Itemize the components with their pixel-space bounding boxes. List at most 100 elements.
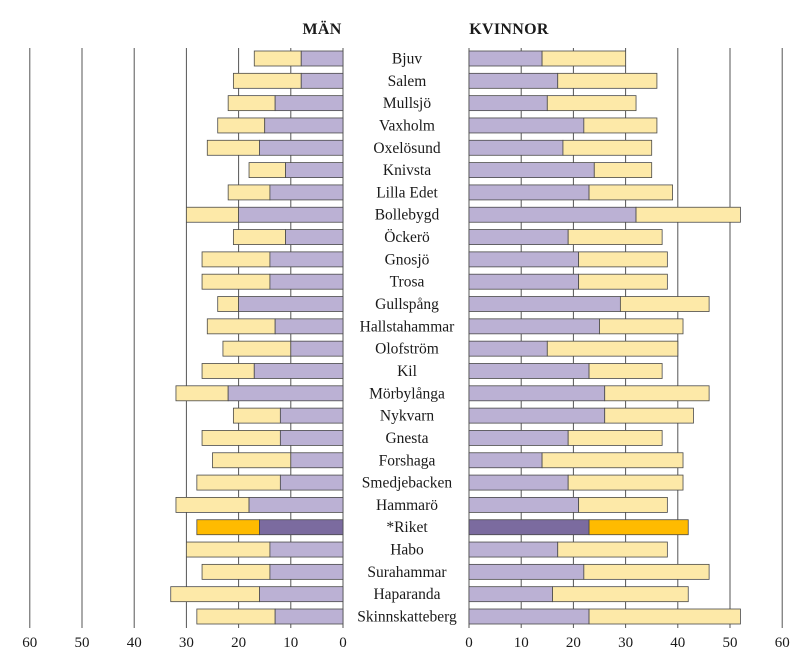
men-bar-segment2-skinnskatteberg	[196, 608, 276, 625]
women-bar-segment1-kil	[468, 363, 590, 379]
men-bar-segment2-olofström	[222, 340, 292, 357]
women-bar-segment2-surahammar	[583, 563, 710, 580]
men-bar-segment2-gullspång	[217, 296, 240, 312]
women-bar-segment1-mörbylånga	[468, 385, 606, 402]
category-label-smedjebacken: Smedjebacken	[362, 475, 453, 492]
women-bar-segment1-lilla-edet	[468, 184, 590, 201]
men-bar-segment2-smedjebacken	[196, 474, 281, 491]
women-bar-segment2-mullsjö	[546, 95, 637, 112]
women-bar-segment2-mörbylånga	[604, 385, 710, 402]
men-bar-segment1-vaxholm	[264, 117, 344, 134]
men-tick-label-60: 60	[22, 635, 37, 651]
men-bar-segment1-skinnskatteberg	[274, 608, 344, 625]
men-bar-segment1-bjuv	[300, 50, 344, 67]
women-bar-segment1-trosa	[468, 273, 580, 290]
men-bar-segment1-mullsjö	[274, 95, 344, 112]
women-bar-segment2-trosa	[578, 273, 668, 290]
women-bar-segment1-knivsta	[468, 162, 595, 179]
women-bar-segment1-habo	[468, 541, 559, 558]
men-bar-segment2-surahammar	[201, 563, 271, 580]
women-bar-segment2-nykvarn	[604, 407, 694, 424]
men-bar-segment2-vaxholm	[217, 117, 266, 134]
women-bar-segment2-skinnskatteberg	[588, 608, 741, 625]
women-bar-segment2-salem	[557, 72, 658, 89]
women-bar-segment1-riket	[468, 519, 590, 536]
category-label-kil: Kil	[397, 363, 417, 380]
women-bar-segment1-gullspång	[468, 296, 621, 312]
women-bar-segment2-smedjebacken	[567, 474, 684, 491]
category-label-olofström: Olofström	[375, 341, 439, 358]
men-bar-segment1-öckerö	[285, 229, 344, 245]
men-bar-segment1-gullspång	[238, 296, 344, 312]
women-bar-segment2-gnosjö	[578, 251, 668, 268]
women-bar-segment1-oxelösund	[468, 139, 564, 156]
category-label-gullspång: Gullspång	[375, 296, 439, 313]
men-bar-segment2-mullsjö	[227, 95, 276, 112]
category-label-riket: *Riket	[386, 519, 428, 536]
men-bar-segment2-riket	[196, 519, 260, 536]
men-bar-segment1-habo	[269, 541, 344, 558]
men-bar-segment2-forshaga	[212, 452, 292, 469]
men-bar-segment2-trosa	[201, 273, 271, 290]
men-bar-segment1-smedjebacken	[279, 474, 344, 491]
men-bar-segment2-öckerö	[232, 229, 286, 245]
women-bar-segment2-haparanda	[552, 586, 689, 603]
women-bar-segment2-olofström	[546, 340, 679, 357]
women-bar-segment2-hammarö	[578, 496, 668, 513]
category-label-lilla-edet: Lilla Edet	[376, 184, 438, 201]
category-label-haparanda: Haparanda	[373, 586, 440, 603]
men-bar-segment2-haparanda	[170, 586, 260, 603]
men-bar-segment1-trosa	[269, 273, 344, 290]
men-bar-segment2-bollebygd	[185, 206, 239, 223]
men-bar-segment1-nykvarn	[279, 407, 344, 424]
category-label-gnosjö: Gnosjö	[385, 251, 430, 268]
bar-layer	[170, 50, 741, 625]
category-label-hallstahammar: Hallstahammar	[360, 318, 456, 335]
men-bar-segment1-gnosjö	[269, 251, 344, 268]
men-bar-segment1-haparanda	[259, 586, 344, 603]
women-bar-segment1-mullsjö	[468, 95, 548, 112]
men-bar-segment1-knivsta	[285, 162, 344, 179]
category-label-oxelösund: Oxelösund	[373, 140, 440, 157]
women-bar-segment2-riket	[588, 519, 689, 536]
men-tick-label-40: 40	[127, 635, 142, 651]
category-label-öckerö: Öckerö	[384, 229, 430, 246]
women-bar-segment2-gullspång	[619, 296, 710, 312]
category-label-vaxholm: Vaxholm	[379, 117, 435, 134]
women-bar-segment1-bollebygd	[468, 206, 637, 223]
men-bar-segment2-salem	[232, 72, 302, 89]
category-label-bjuv: Bjuv	[392, 51, 422, 68]
women-bar-segment2-kil	[588, 363, 663, 379]
women-tick-label-40: 40	[670, 635, 685, 651]
men-bar-segment2-gnesta	[201, 430, 281, 446]
men-bar-segment1-kil	[253, 363, 344, 379]
men-bar-segment1-riket	[259, 519, 344, 536]
women-bar-segment1-nykvarn	[468, 407, 606, 424]
men-bar-segment2-gnosjö	[201, 251, 271, 268]
women-tick-label-30: 30	[618, 635, 633, 651]
women-bar-segment2-habo	[557, 541, 668, 558]
women-bar-segment2-öckerö	[567, 229, 663, 245]
category-label-nykvarn: Nykvarn	[380, 408, 434, 425]
category-label-forshaga: Forshaga	[379, 452, 436, 469]
category-label-knivsta: Knivsta	[383, 162, 431, 179]
women-tick-label-0: 0	[465, 635, 473, 651]
men-bar-segment2-knivsta	[248, 162, 286, 179]
women-bar-segment1-haparanda	[468, 586, 553, 603]
category-label-bollebygd: Bollebygd	[375, 207, 440, 224]
women-bar-segment1-forshaga	[468, 452, 543, 469]
category-label-hammarö: Hammarö	[376, 497, 438, 514]
women-bar-segment2-lilla-edet	[588, 184, 673, 201]
men-bar-segment2-lilla-edet	[227, 184, 271, 201]
women-panel-title: KVINNOR	[469, 21, 549, 38]
men-bar-segment1-oxelösund	[259, 139, 344, 156]
women-bar-segment2-knivsta	[593, 162, 653, 179]
men-bar-segment2-mörbylånga	[175, 385, 229, 402]
men-bar-segment1-hammarö	[248, 496, 344, 513]
men-bar-segment2-nykvarn	[232, 407, 281, 424]
men-panel-title: MÄN	[302, 20, 341, 38]
men-bar-segment2-hammarö	[175, 496, 250, 513]
women-bar-segment2-hallstahammar	[599, 318, 684, 335]
women-bar-segment1-vaxholm	[468, 117, 585, 134]
category-label-surahammar: Surahammar	[367, 564, 447, 581]
